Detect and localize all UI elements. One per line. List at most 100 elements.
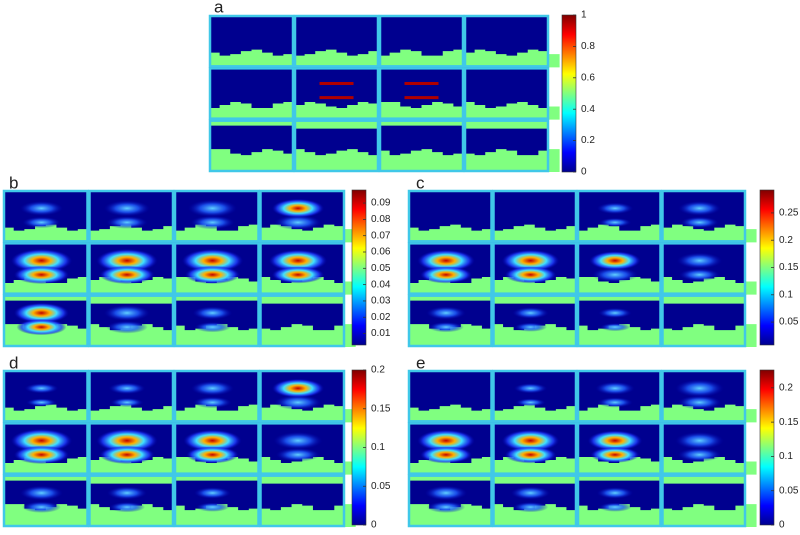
tile-border: [492, 369, 578, 423]
tissue-band: [661, 474, 746, 484]
tissue-band: [492, 224, 588, 243]
hotspot: [512, 501, 549, 513]
hotspot: [678, 200, 721, 216]
tile-border: [378, 119, 465, 173]
tissue-band: [464, 49, 560, 68]
tile-border: [2, 474, 89, 528]
hotspot: [598, 502, 632, 512]
hotspot: [183, 429, 242, 452]
tissue-band: [88, 474, 174, 484]
tissue-band: [259, 224, 356, 243]
tissue-band: [661, 404, 757, 423]
hotspot: [24, 383, 59, 394]
tissue-band: [294, 119, 379, 129]
colorbar-tick-label: 0.2: [779, 235, 793, 246]
hotspot: [106, 216, 148, 229]
tissue-band: [259, 504, 356, 527]
tissue-band: [259, 404, 356, 423]
hotspot: [96, 248, 158, 273]
tissue-band: [379, 102, 475, 120]
hotspot: [99, 445, 155, 464]
tile-border: [576, 474, 662, 528]
colorbar-tick-label: 0.1: [371, 442, 385, 453]
tissue-band: [259, 277, 356, 295]
tissue-band: [209, 49, 305, 68]
colorbar-tick-label: 0.05: [371, 481, 391, 492]
tissue-band: [577, 324, 673, 347]
hotspot: [13, 265, 70, 284]
tissue-band: [88, 404, 185, 423]
tile-border: [661, 242, 747, 295]
hotspot: [677, 447, 722, 462]
tile-border: [661, 189, 747, 243]
hotspot: [589, 251, 641, 271]
hotspot: [194, 321, 231, 333]
tile-border: [208, 119, 295, 173]
hotspot: [187, 199, 238, 218]
colorbar-tick-label: 0.08: [371, 214, 391, 225]
tissue-band: [577, 224, 673, 243]
tile-border: [661, 369, 747, 423]
tissue-band: [661, 504, 757, 527]
hotspot: [275, 447, 321, 462]
hotspot: [587, 430, 643, 451]
colorbar-tick-label: 0.2: [779, 382, 793, 393]
tile-border: [2, 242, 89, 295]
tile-border: [259, 369, 346, 423]
hotspot: [96, 428, 158, 453]
colorbar-tick-label: 0.05: [779, 485, 799, 496]
colorbar-tick-label: 0.2: [371, 365, 385, 376]
tile-border: [492, 242, 578, 295]
hotspot: [273, 431, 323, 450]
tile-border: [2, 369, 89, 423]
colorbar-tick-label: 0.06: [371, 247, 391, 258]
tile-border: [259, 294, 346, 348]
tile-border: [88, 474, 175, 528]
panel-label: c: [416, 173, 425, 192]
tile-border: [492, 474, 578, 528]
tile-border: [173, 474, 260, 528]
colorbar-tick-label: 0.02: [371, 312, 391, 323]
tile-border: [259, 422, 346, 475]
colorbar-tick-label: 0.1: [779, 289, 793, 300]
tissue-band: [88, 324, 185, 347]
colorbar-tick-label: 0.07: [371, 230, 391, 241]
hotspot: [591, 267, 639, 283]
hotspot: [420, 446, 473, 464]
tile-border: [661, 294, 747, 348]
tile-border: [378, 14, 465, 68]
hotspot: [420, 266, 473, 284]
tile-border: [88, 294, 175, 348]
tile-border: [463, 67, 550, 120]
hotspot: [274, 394, 322, 410]
tile-border: [293, 119, 380, 173]
tissue-band: [88, 224, 185, 243]
panel-label: d: [9, 353, 18, 372]
hotspot: [676, 252, 723, 269]
tissue-band: [174, 224, 271, 243]
hotspot: [194, 487, 231, 499]
tile-border: [576, 294, 662, 348]
hotspot: [271, 198, 325, 218]
hotspot: [417, 429, 475, 452]
colorbar: [351, 189, 367, 346]
tile-border: [576, 189, 662, 243]
colorbar-tick-label: 0.25: [779, 208, 799, 219]
hotspot: [677, 395, 722, 410]
tissue-band: [3, 224, 100, 243]
tissue-band: [661, 324, 757, 347]
electrode: [404, 96, 439, 100]
tissue-band: [661, 277, 757, 295]
hotspot: [598, 307, 632, 319]
tile-border: [2, 189, 89, 243]
colorbar-tick-label: 0.2: [581, 135, 595, 146]
tile-border: [407, 422, 493, 475]
hotspot: [190, 380, 235, 396]
colorbar-tick-label: 0.1: [779, 451, 793, 462]
hotspot: [428, 321, 464, 333]
hotspot: [504, 446, 557, 464]
tissue-band: [408, 224, 504, 243]
colorbar: [561, 14, 577, 173]
tile-border: [2, 294, 89, 348]
hotspot: [26, 398, 57, 407]
